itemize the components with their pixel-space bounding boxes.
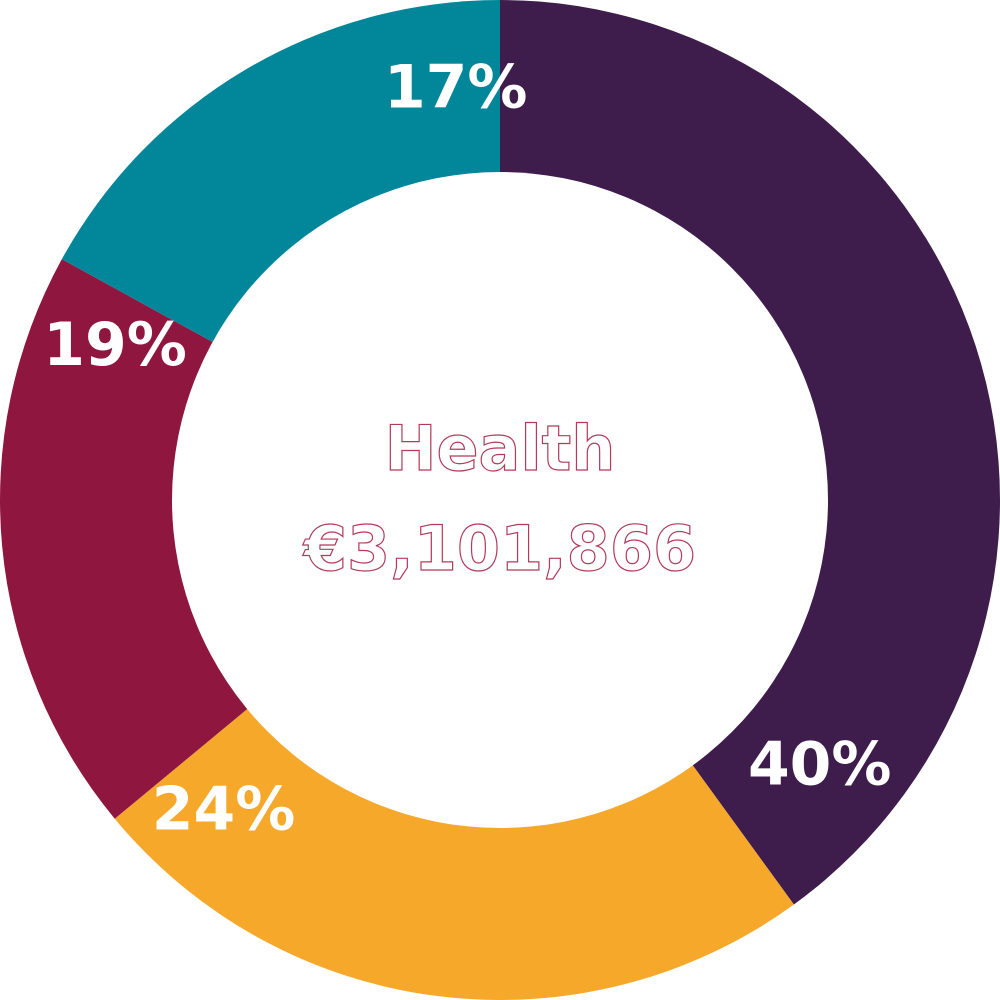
slice-label-2: 24% — [152, 775, 296, 845]
donut-hole — [172, 172, 828, 828]
center-amount: €3,101,866 — [302, 512, 696, 585]
slice-label-4: 17% — [384, 52, 528, 122]
slice-label-1: 40% — [748, 730, 892, 800]
center-title: Health — [385, 412, 616, 485]
slice-label-3: 19% — [43, 310, 187, 380]
slice-labels-group: 40% 24% 19% 17% — [43, 52, 891, 844]
